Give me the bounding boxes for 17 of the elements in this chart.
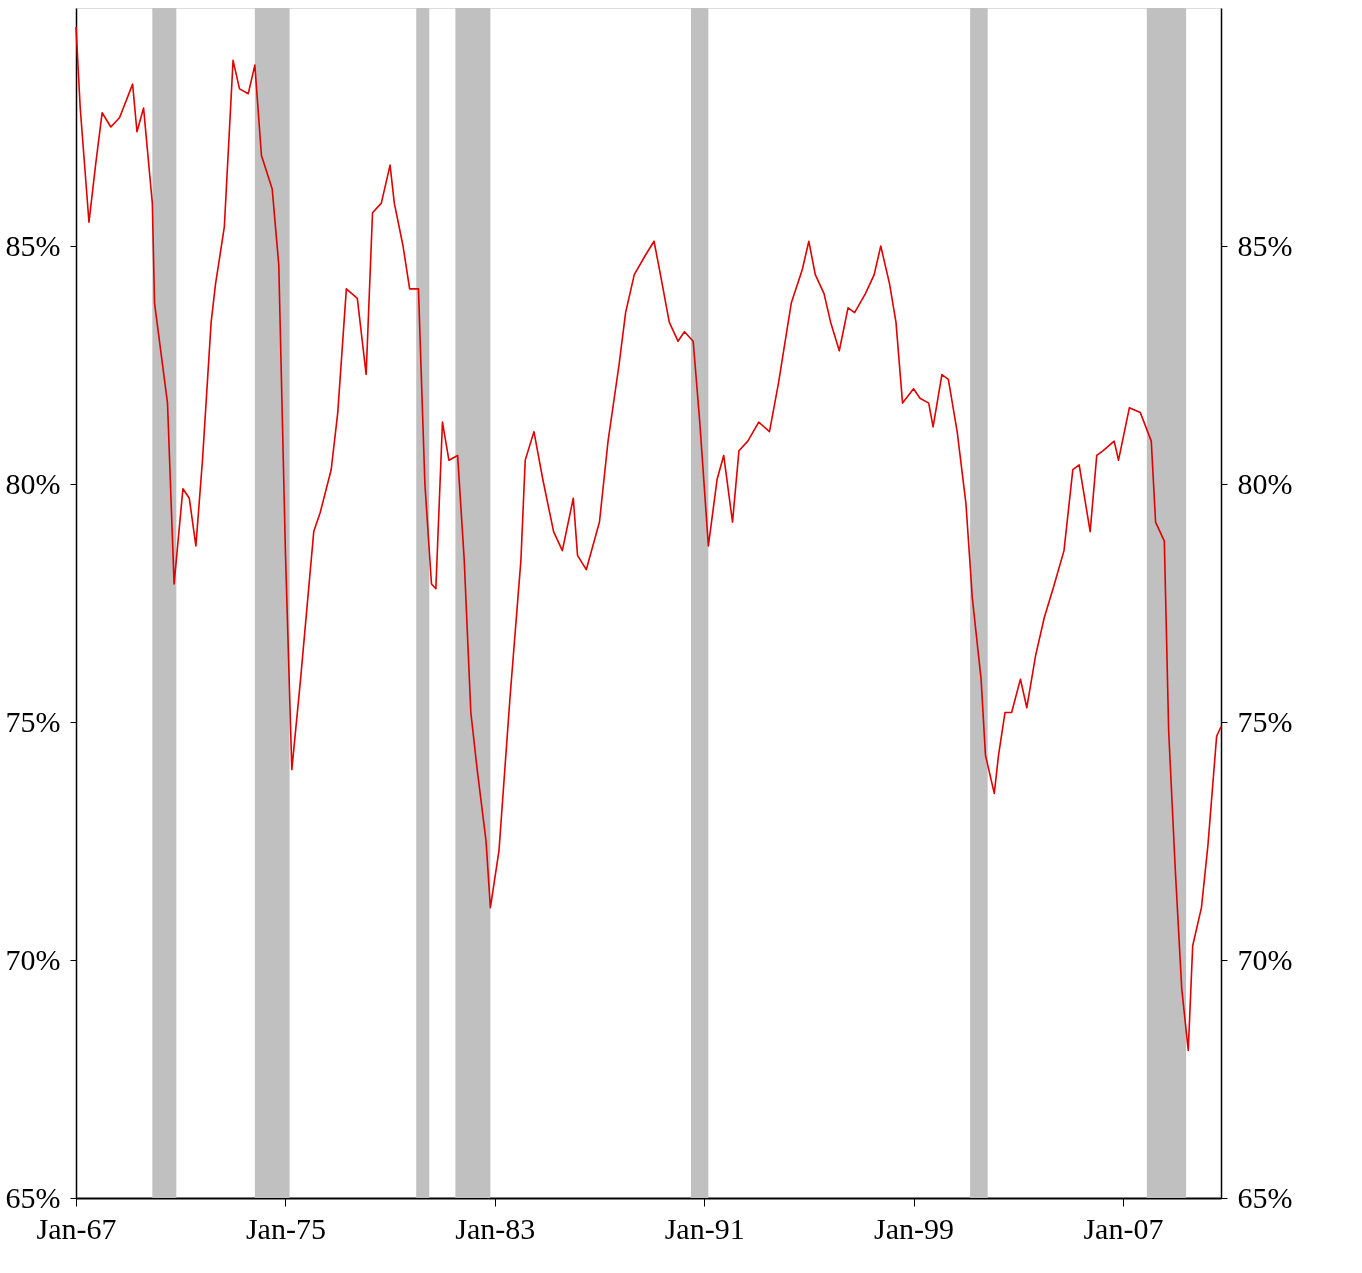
y-tick-label: 65% <box>5 1180 61 1214</box>
y-tick-label: 70% <box>5 942 61 976</box>
y2-tick-label: 85% <box>1237 228 1293 262</box>
y-tick-label: 85% <box>5 228 61 262</box>
y2-tick-label: 65% <box>1237 1180 1293 1214</box>
x-tick-label: Jan-67 <box>36 1211 117 1245</box>
x-tick-label: Jan-91 <box>664 1211 745 1245</box>
x-tick-label: Jan-99 <box>874 1211 955 1245</box>
line-series <box>75 26 1222 1052</box>
x-tick-label: Jan-75 <box>245 1211 326 1245</box>
y2-tick-label: 80% <box>1237 466 1293 500</box>
x-tick-label: Jan-83 <box>455 1211 536 1245</box>
y2-tick-label: 75% <box>1237 704 1293 738</box>
y-tick-label: 75% <box>5 704 61 738</box>
y-tick-label: 80% <box>5 466 61 500</box>
y2-tick-label: 70% <box>1237 942 1293 976</box>
x-tick-label: Jan-07 <box>1083 1211 1164 1245</box>
